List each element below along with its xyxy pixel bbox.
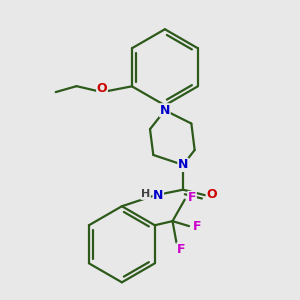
Text: F: F bbox=[177, 243, 186, 256]
Text: N: N bbox=[153, 189, 164, 202]
Text: F: F bbox=[188, 191, 196, 205]
Text: O: O bbox=[97, 82, 107, 94]
Text: O: O bbox=[206, 188, 217, 201]
Text: N: N bbox=[178, 158, 188, 171]
Text: F: F bbox=[193, 220, 202, 232]
Text: N: N bbox=[160, 104, 170, 117]
Text: H: H bbox=[141, 189, 150, 199]
